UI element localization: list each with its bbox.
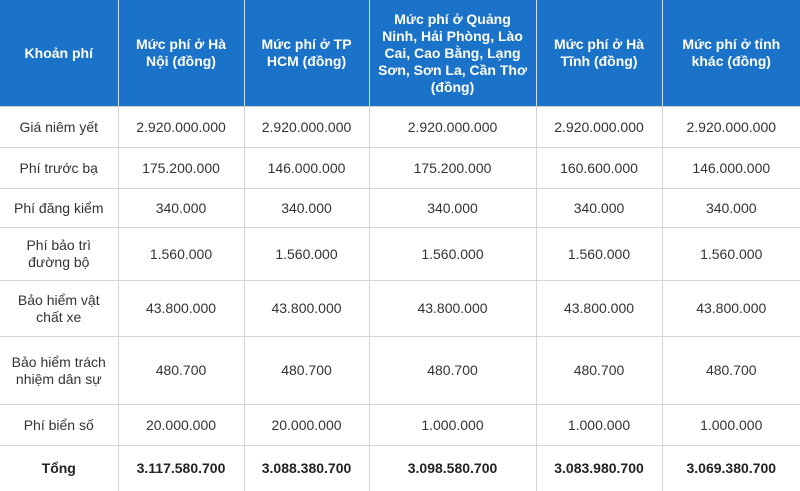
header-ha-tinh: Mức phí ở Hà Tĩnh (đồng) [536, 0, 662, 107]
table-cell: 340.000 [369, 189, 536, 228]
table-cell: 43.800.000 [369, 281, 536, 337]
table-cell: 480.700 [369, 337, 536, 405]
table-cell: 146.000.000 [244, 148, 369, 189]
table-cell: 43.800.000 [118, 281, 244, 337]
table-cell: 2.920.000.000 [662, 107, 800, 148]
row-label: Phí biển số [0, 405, 118, 446]
table-cell: 1.000.000 [369, 405, 536, 446]
row-label: Giá niêm yết [0, 107, 118, 148]
row-label: Phí trước bạ [0, 148, 118, 189]
table-cell: 1.560.000 [118, 228, 244, 281]
table-cell: 340.000 [118, 189, 244, 228]
table-row: Phí biển số 20.000.000 20.000.000 1.000.… [0, 405, 800, 446]
total-cell: 3.117.580.700 [118, 446, 244, 491]
table-cell: 2.920.000.000 [118, 107, 244, 148]
table-cell: 1.000.000 [662, 405, 800, 446]
table-cell: 43.800.000 [662, 281, 800, 337]
total-cell: 3.083.980.700 [536, 446, 662, 491]
table-cell: 340.000 [536, 189, 662, 228]
table-cell: 480.700 [244, 337, 369, 405]
table-cell: 480.700 [662, 337, 800, 405]
table-row: Giá niêm yết 2.920.000.000 2.920.000.000… [0, 107, 800, 148]
table-cell: 340.000 [662, 189, 800, 228]
total-cell: 3.069.380.700 [662, 446, 800, 491]
total-cell: 3.088.380.700 [244, 446, 369, 491]
table-cell: 43.800.000 [536, 281, 662, 337]
table-cell: 2.920.000.000 [244, 107, 369, 148]
row-label: Phí bảo trì đường bộ [0, 228, 118, 281]
table-cell: 175.200.000 [369, 148, 536, 189]
header-hcm: Mức phí ở TP HCM (đồng) [244, 0, 369, 107]
total-row: Tổng 3.117.580.700 3.088.380.700 3.098.5… [0, 446, 800, 491]
table-cell: 1.560.000 [369, 228, 536, 281]
table-cell: 43.800.000 [244, 281, 369, 337]
table-cell: 1.560.000 [536, 228, 662, 281]
row-label: Bảo hiểm trách nhiệm dân sự [0, 337, 118, 405]
table-cell: 146.000.000 [662, 148, 800, 189]
total-cell: 3.098.580.700 [369, 446, 536, 491]
table-cell: 2.920.000.000 [536, 107, 662, 148]
row-label: Tổng [0, 446, 118, 491]
table-row: Phí đăng kiểm 340.000 340.000 340.000 34… [0, 189, 800, 228]
table-row: Bảo hiểm trách nhiệm dân sự 480.700 480.… [0, 337, 800, 405]
table-cell: 340.000 [244, 189, 369, 228]
table-cell: 480.700 [536, 337, 662, 405]
table-row: Phí bảo trì đường bộ 1.560.000 1.560.000… [0, 228, 800, 281]
table-cell: 20.000.000 [244, 405, 369, 446]
row-label: Bảo hiểm vật chất xe [0, 281, 118, 337]
table-cell: 160.600.000 [536, 148, 662, 189]
table-cell: 1.000.000 [536, 405, 662, 446]
header-other-provinces: Mức phí ở tỉnh khác (đồng) [662, 0, 800, 107]
header-fee-type: Khoản phí [0, 0, 118, 107]
table-cell: 2.920.000.000 [369, 107, 536, 148]
header-group-provinces: Mức phí ở Quảng Ninh, Hải Phòng, Lào Cai… [369, 0, 536, 107]
table-cell: 175.200.000 [118, 148, 244, 189]
table-cell: 1.560.000 [662, 228, 800, 281]
header-row: Khoản phí Mức phí ở Hà Nội (đồng) Mức ph… [0, 0, 800, 107]
table-cell: 1.560.000 [244, 228, 369, 281]
header-hanoi: Mức phí ở Hà Nội (đồng) [118, 0, 244, 107]
table-cell: 20.000.000 [118, 405, 244, 446]
table-row: Phí trước bạ 175.200.000 146.000.000 175… [0, 148, 800, 189]
row-label: Phí đăng kiểm [0, 189, 118, 228]
table-row: Bảo hiểm vật chất xe 43.800.000 43.800.0… [0, 281, 800, 337]
table-cell: 480.700 [118, 337, 244, 405]
